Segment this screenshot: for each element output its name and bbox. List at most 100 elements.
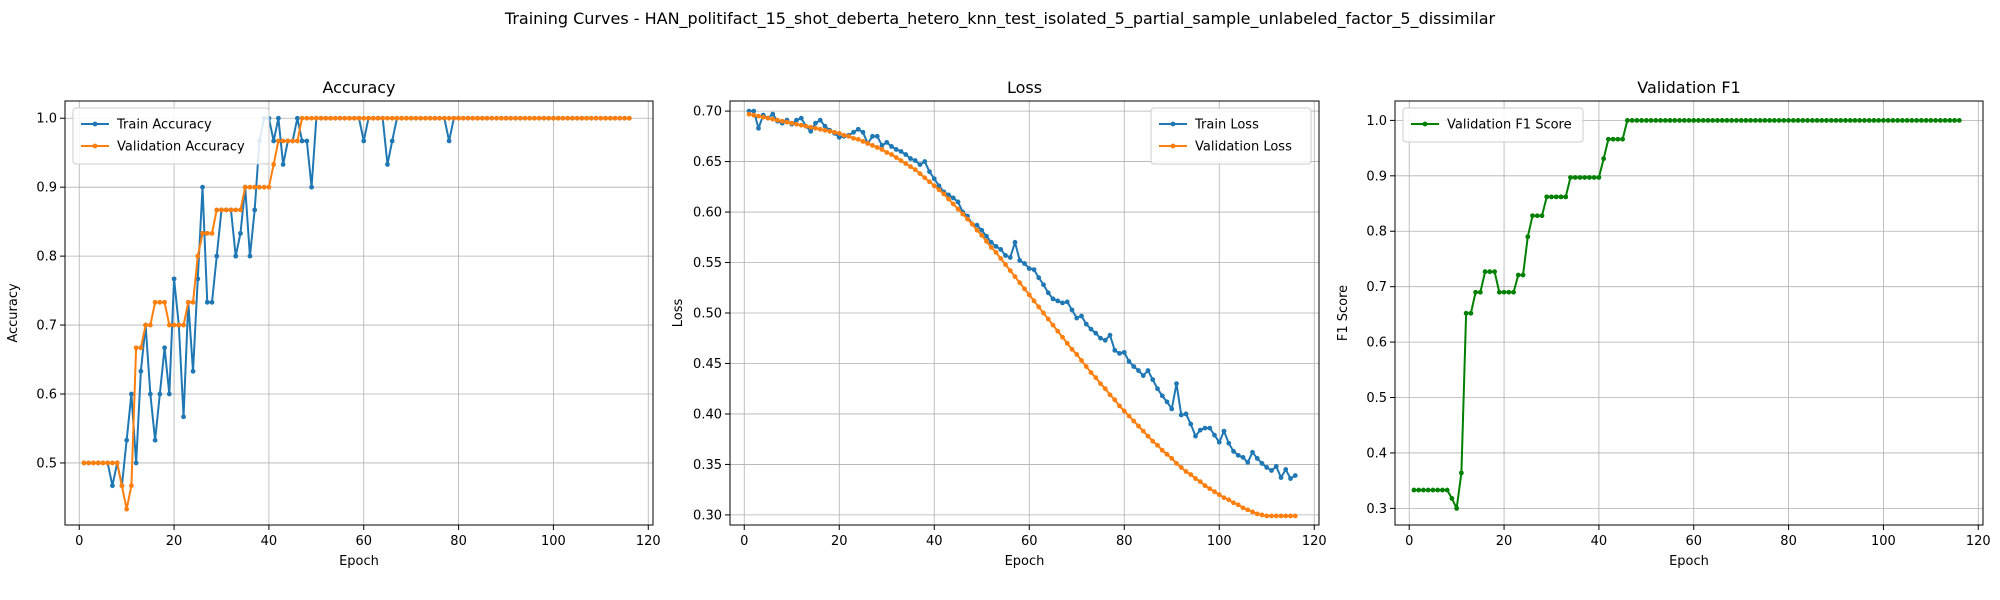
data-point — [870, 133, 875, 139]
data-point — [294, 115, 300, 121]
data-point — [1126, 359, 1132, 364]
data-point — [200, 184, 205, 190]
data-point — [1240, 505, 1246, 511]
data-point — [408, 115, 414, 121]
data-point — [1140, 373, 1146, 378]
data-point — [836, 130, 842, 136]
data-point — [1026, 292, 1032, 298]
data-point — [1525, 234, 1531, 240]
data-point — [917, 171, 923, 177]
data-point — [299, 138, 305, 144]
data-point — [1544, 194, 1550, 200]
data-point — [1696, 118, 1701, 123]
data-point — [441, 115, 447, 121]
data-point — [399, 115, 405, 121]
data-point — [1202, 483, 1208, 489]
data-point — [1629, 118, 1635, 123]
series-line-validation-loss — [748, 113, 1296, 517]
data-point — [931, 183, 937, 189]
data-point — [138, 345, 144, 351]
data-point — [893, 155, 899, 160]
data-point — [1643, 118, 1649, 123]
data-point — [922, 175, 928, 181]
data-point — [1212, 432, 1217, 438]
data-point — [1216, 439, 1222, 445]
data-point — [813, 120, 818, 126]
data-point — [1098, 335, 1103, 341]
x-tick-label: 0 — [1405, 534, 1413, 549]
data-point — [1563, 194, 1569, 200]
y-axis-label: Loss — [671, 299, 686, 328]
data-point — [588, 115, 594, 121]
data-point — [1136, 423, 1141, 429]
x-tick-label: 0 — [75, 534, 83, 549]
data-point — [1131, 364, 1137, 369]
data-point — [1947, 118, 1953, 123]
data-point — [1288, 513, 1293, 519]
data-point — [394, 115, 400, 121]
legend-swatch-marker — [1170, 143, 1176, 149]
x-tick-label: 100 — [1207, 534, 1232, 549]
y-tick-label: 0.9 — [1366, 169, 1387, 184]
data-point — [607, 115, 613, 121]
y-tick-label: 0.7 — [36, 319, 57, 334]
data-point — [931, 176, 937, 182]
data-point — [1468, 310, 1474, 316]
data-point — [247, 184, 253, 190]
legend: Validation F1 Score — [1402, 107, 1584, 143]
data-point — [1648, 118, 1654, 123]
data-point — [309, 115, 314, 121]
data-point — [855, 136, 861, 142]
data-point — [984, 238, 989, 244]
data-point — [489, 115, 495, 121]
y-tick-label: 0.5 — [36, 456, 57, 471]
data-point — [1881, 118, 1886, 123]
legend-swatch-marker — [92, 121, 98, 127]
data-point — [1956, 118, 1962, 123]
data-point — [1145, 433, 1151, 439]
data-point — [133, 345, 139, 351]
data-point — [157, 391, 163, 397]
data-point — [223, 207, 229, 213]
data-point — [1515, 272, 1521, 278]
data-point — [200, 230, 205, 236]
legend-box — [72, 107, 270, 165]
data-point — [1477, 289, 1483, 295]
y-tick-label: 0.45 — [693, 357, 722, 372]
data-point — [798, 122, 804, 128]
data-point — [1117, 350, 1122, 356]
data-point — [1022, 261, 1027, 266]
data-point — [1254, 511, 1260, 517]
data-point — [1487, 269, 1493, 275]
data-point — [936, 183, 942, 189]
data-point — [166, 391, 172, 397]
data-point — [1250, 509, 1255, 515]
data-point — [1060, 300, 1065, 306]
y-tick-label: 0.6 — [36, 388, 57, 403]
data-point — [460, 115, 466, 121]
data-point — [1202, 425, 1208, 431]
data-point — [1292, 473, 1298, 478]
data-point — [1055, 298, 1061, 304]
data-point — [1473, 289, 1479, 295]
data-point — [1857, 118, 1863, 123]
data-point — [1245, 460, 1251, 465]
data-point — [351, 115, 357, 121]
data-point — [1463, 310, 1469, 316]
data-point — [138, 368, 144, 374]
data-point — [1188, 421, 1194, 427]
data-point — [470, 115, 476, 121]
data-point — [1767, 118, 1773, 123]
data-point — [1288, 476, 1293, 481]
data-point — [841, 132, 847, 138]
data-point — [1634, 118, 1640, 123]
data-point — [1895, 118, 1901, 123]
data-point — [955, 199, 961, 205]
data-point — [851, 135, 856, 141]
data-point — [1506, 289, 1512, 295]
data-point — [1871, 118, 1877, 123]
data-point — [1159, 393, 1165, 399]
data-point — [993, 250, 999, 255]
data-point — [1743, 118, 1749, 123]
data-point — [328, 115, 333, 121]
